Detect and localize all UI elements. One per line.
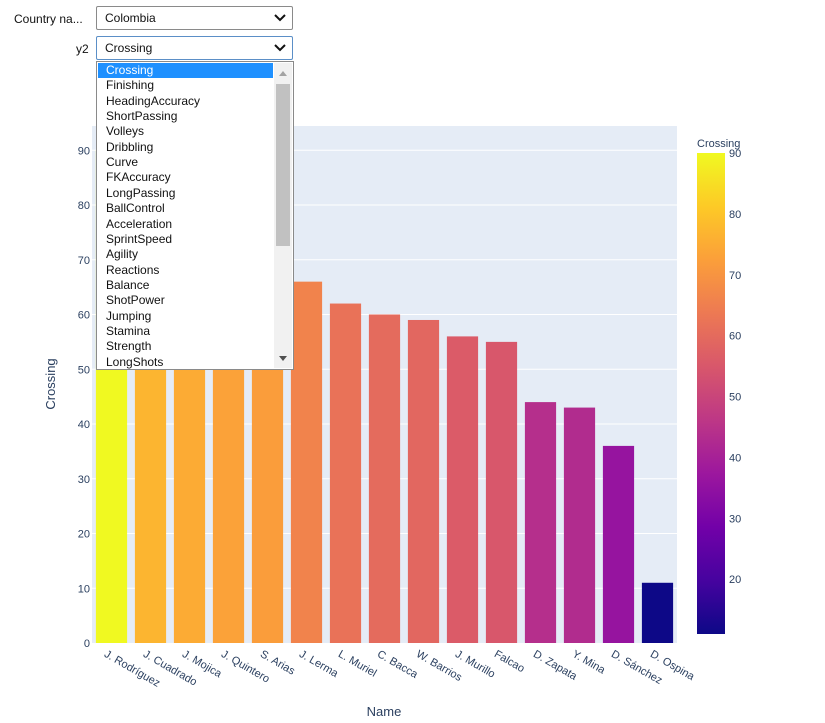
x-tick-label: J. Lerma	[297, 648, 341, 680]
y2-option[interactable]: Jumping	[106, 308, 152, 323]
y2-label: y2	[76, 42, 89, 56]
bar[interactable]	[602, 445, 635, 643]
colorbar-tick-label: 80	[729, 209, 741, 221]
y2-option[interactable]: Balance	[106, 277, 150, 292]
colorbar-tick-label: 40	[729, 452, 741, 464]
scrollbar[interactable]	[274, 63, 292, 368]
y2-option[interactable]: Crossing	[98, 63, 273, 78]
x-tick-label: L. Muriel	[336, 648, 379, 679]
country-label: Country na...	[14, 12, 83, 26]
x-tick-label: Falcao	[492, 648, 527, 675]
colorbar-tick-label: 70	[729, 270, 741, 282]
y2-select-value: Crossing	[105, 41, 153, 55]
colorbar-tick-label: 50	[729, 392, 741, 404]
y2-option[interactable]: Curve	[106, 155, 139, 170]
y-tick-label: 30	[78, 474, 90, 486]
bar[interactable]	[446, 336, 479, 643]
bar[interactable]	[524, 402, 557, 643]
y2-option[interactable]: Agility	[106, 247, 139, 262]
country-select[interactable]: Colombia	[96, 6, 293, 30]
colorbar-tick-label: 20	[729, 574, 741, 586]
colorbar-tick-label: 30	[729, 513, 741, 525]
y-tick-label: 90	[78, 145, 90, 157]
bar[interactable]	[641, 582, 674, 643]
colorbar-tick-label: 90	[729, 148, 741, 160]
colorbar-title: Crossing	[697, 138, 740, 150]
bar[interactable]	[368, 314, 401, 644]
y2-option[interactable]: Volleys	[106, 124, 145, 139]
y2-option[interactable]: Dribbling	[106, 139, 154, 154]
bar[interactable]	[329, 303, 362, 643]
bar[interactable]	[563, 407, 596, 643]
colorbar-tick-label: 60	[729, 331, 741, 343]
y-tick-label: 70	[78, 255, 90, 267]
x-axis-title: Name	[367, 704, 402, 719]
y-tick-label: 20	[78, 529, 90, 541]
y2-option[interactable]: HeadingAccuracy	[106, 93, 201, 108]
y2-option[interactable]: Reactions	[106, 262, 160, 277]
scrollbar-thumb[interactable]	[276, 84, 290, 246]
y2-option[interactable]: Acceleration	[106, 216, 173, 231]
y-axis-title: Crossing	[43, 358, 58, 409]
y2-option[interactable]: FKAccuracy	[106, 170, 171, 185]
y2-option[interactable]: BallControl	[106, 201, 165, 216]
y2-option[interactable]: SprintSpeed	[106, 231, 173, 246]
y2-select[interactable]: Crossing	[96, 36, 293, 60]
bar[interactable]	[407, 319, 440, 643]
y2-options-list[interactable]: Crossing Finishing HeadingAccuracy ShortPas…	[96, 61, 294, 370]
chevron-down-icon	[274, 44, 286, 52]
y-tick-label: 80	[78, 200, 90, 212]
country-select-value: Colombia	[105, 11, 156, 25]
bar[interactable]	[485, 341, 518, 643]
y2-option[interactable]: Finishing	[106, 78, 155, 93]
y2-option[interactable]: ShotPower	[106, 293, 165, 308]
y2-option[interactable]: ShortPassing	[106, 109, 178, 124]
scroll-up-icon[interactable]	[274, 65, 292, 81]
chevron-down-icon	[274, 14, 286, 22]
y-tick-label: 60	[78, 310, 90, 322]
scroll-down-icon[interactable]	[274, 351, 292, 367]
y2-option[interactable]: LongShots	[106, 354, 164, 369]
bar[interactable]	[290, 281, 323, 643]
y2-option[interactable]: Strength	[106, 339, 152, 354]
y-tick-label: 0	[84, 638, 90, 650]
y-tick-label: 10	[78, 583, 90, 595]
y-tick-label: 50	[78, 364, 90, 376]
y-tick-label: 40	[78, 419, 90, 431]
colorbar	[697, 153, 725, 634]
x-tick-label: C. Bacca	[375, 648, 420, 681]
y2-option[interactable]: Stamina	[106, 323, 151, 338]
y2-option[interactable]: LongPassing	[106, 185, 176, 200]
